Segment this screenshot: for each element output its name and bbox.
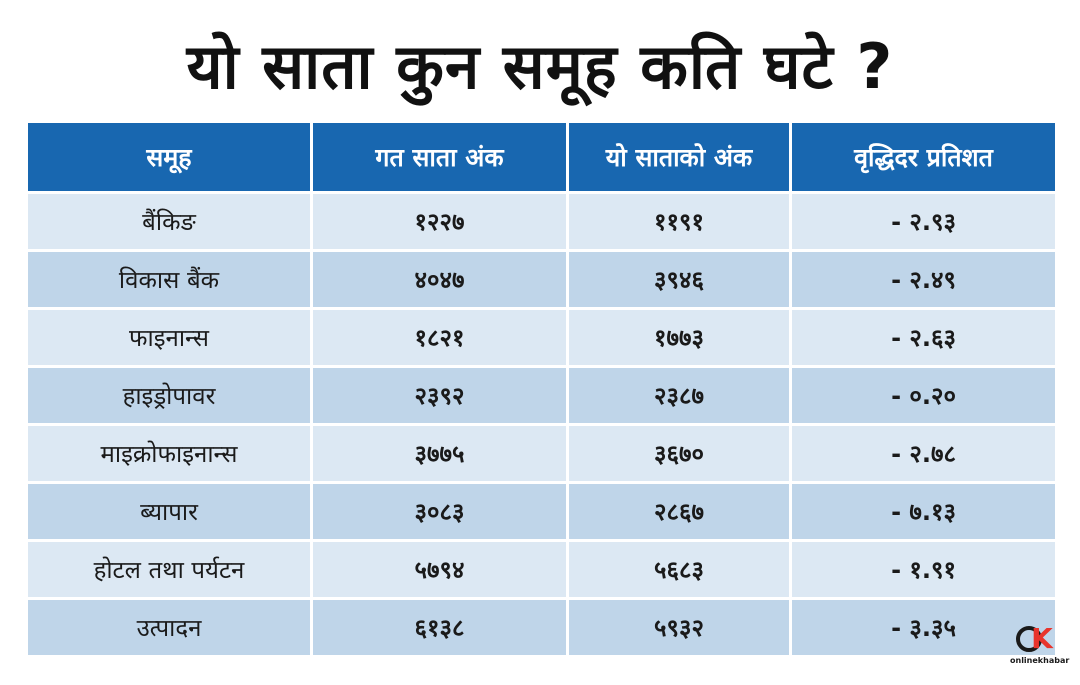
group-cell: उत्पादन [28,600,310,655]
growth-cell: - ७.१३ [792,484,1055,539]
group-cell: फाइनान्स [28,310,310,365]
group-cell: ब्यापार [28,484,310,539]
this-week-cell: ३६७० [569,426,789,481]
group-cell: माइक्रोफाइनान्स [28,426,310,481]
table-row: होटल तथा पर्यटन ५७९४ ५६८३ - १.९१ [28,542,1055,597]
logo-wordmark: onlinekhabar [1010,656,1070,665]
this-week-cell: २३८७ [569,368,789,423]
table-header-row: समूह गत साता अंक यो साताको अंक वृद्धिदर … [28,123,1055,191]
onlinekhabar-logo: K onlinekhabar [1010,624,1070,678]
this-week-cell: ५९३२ [569,600,789,655]
table-row: ब्यापार ३०८३ २८६७ - ७.१३ [28,484,1055,539]
group-cell: विकास बैंक [28,252,310,307]
last-week-cell: १२२७ [313,194,566,249]
last-week-cell: १८२१ [313,310,566,365]
ok-logo-icon: K [1014,624,1054,654]
this-week-cell: ५६८३ [569,542,789,597]
table-row: हाइड्रोपावर २३९२ २३८७ - ०.२० [28,368,1055,423]
last-week-cell: २३९२ [313,368,566,423]
group-cell: होटल तथा पर्यटन [28,542,310,597]
this-week-cell: २८६७ [569,484,789,539]
growth-cell: - २.७८ [792,426,1055,481]
table-row: उत्पादन ६१३८ ५९३२ - ३.३५ [28,600,1055,655]
growth-cell: - २.९३ [792,194,1055,249]
table-row: फाइनान्स १८२१ १७७३ - २.६३ [28,310,1055,365]
header-last-week: गत साता अंक [313,123,566,191]
page-title: यो साता कुन समूह कति घटे ? [186,30,894,103]
table-row: विकास बैंक ४०४७ ३९४६ - २.४९ [28,252,1055,307]
header-growth: वृद्धिदर प्रतिशत [792,123,1055,191]
growth-cell: - २.४९ [792,252,1055,307]
header-group: समूह [28,123,310,191]
last-week-cell: ३०८३ [313,484,566,539]
group-cell: हाइड्रोपावर [28,368,310,423]
this-week-cell: ११९१ [569,194,789,249]
last-week-cell: ४०४७ [313,252,566,307]
header-this-week: यो साताको अंक [569,123,789,191]
group-cell: बैंकिङ [28,194,310,249]
logo-k-letter: K [1031,622,1053,655]
logo-o-ring [1016,626,1042,652]
this-week-cell: ३९४६ [569,252,789,307]
growth-cell: - ३.३५ [792,600,1055,655]
growth-cell: - १.९१ [792,542,1055,597]
last-week-cell: ५७९४ [313,542,566,597]
last-week-cell: ३७७५ [313,426,566,481]
weekly-index-table: समूह गत साता अंक यो साताको अंक वृद्धिदर … [25,120,1058,658]
this-week-cell: १७७३ [569,310,789,365]
last-week-cell: ६१३८ [313,600,566,655]
table-row: माइक्रोफाइनान्स ३७७५ ३६७० - २.७८ [28,426,1055,481]
growth-cell: - ०.२० [792,368,1055,423]
growth-cell: - २.६३ [792,310,1055,365]
table-row: बैंकिङ १२२७ ११९१ - २.९३ [28,194,1055,249]
